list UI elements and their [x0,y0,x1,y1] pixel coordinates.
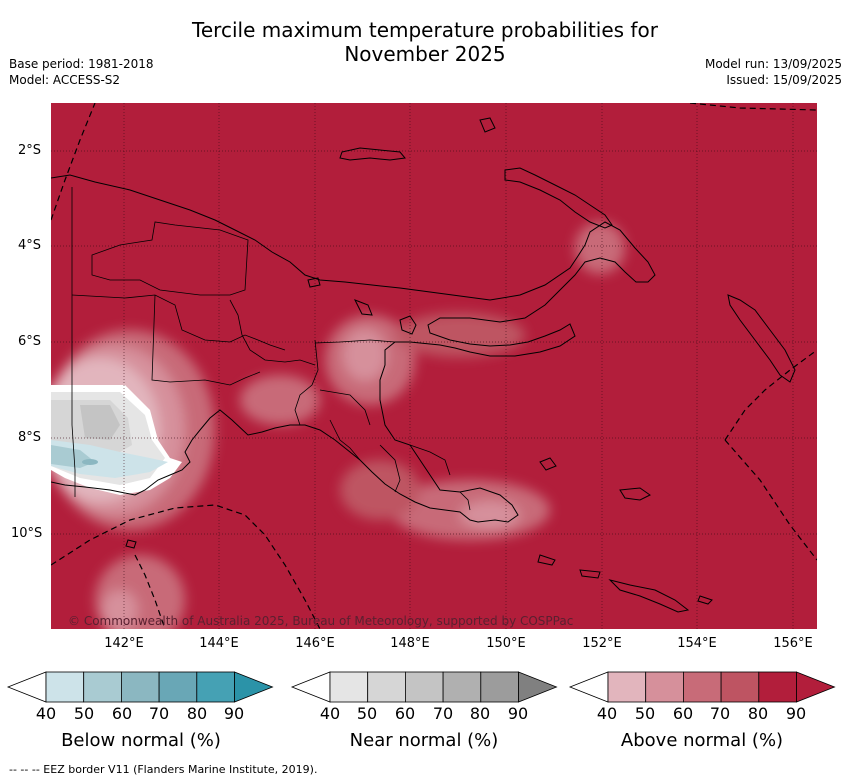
below-normal-label: Below normal (%) [61,730,221,751]
legend-tick: 90 [785,704,807,723]
colorbar-segment [404,671,444,703]
lon-label: 148°E [390,636,430,651]
legend-tick: 80 [469,704,491,723]
model-run: Model run: 13/09/2025 [704,57,842,71]
legend-tick: 80 [186,704,208,723]
legend-tick: 80 [747,704,769,723]
legend-tick: 90 [223,704,245,723]
colorbar-extend-low [568,671,609,703]
copyright-notice: © Commonwealth of Australia 2025, Bureau… [68,614,574,628]
colorbar-extend-low [6,671,47,703]
lon-label: 144°E [199,636,239,651]
colorbar-segment [480,671,519,703]
legend-tick: 60 [394,704,416,723]
base-period: Base period: 1981-2018 [9,57,154,71]
legend-tick: 70 [432,704,454,723]
legend-tick: 70 [148,704,170,723]
near-normal-label: Near normal (%) [349,730,499,751]
legend-tick: 50 [356,704,378,723]
legend-tick: 50 [634,704,656,723]
map-title-line1: Tercile maximum temperature probabilitie… [192,18,658,42]
eez-borders [51,103,817,629]
above-normal-label: Above normal (%) [620,730,784,751]
lon-label: 142°E [104,636,144,651]
lat-label: 8°S [18,430,42,445]
colorbar-extend-high [796,671,836,703]
meta-right: Model run: 13/09/2025 Issued: 15/09/2025 [705,56,842,88]
above-normal-colorbar [568,671,836,703]
eez-footnote: -- -- -- EEZ border V11 (Flanders Marine… [9,763,318,776]
lon-label: 152°E [582,636,622,651]
coastlines [51,117,796,613]
map-title: Tercile maximum temperature probabilitie… [0,18,850,66]
colorbar-segment [196,671,235,703]
legend-tick: 40 [596,704,618,723]
lon-label: 156°E [773,636,813,651]
meta-left: Base period: 1981-2018 Model: ACCESS-S2 [9,56,154,88]
colorbars [6,671,836,703]
lon-label: 150°E [486,636,526,651]
colorbar-segment [720,671,760,703]
colorbar-segment [758,671,797,703]
legend-tick: 50 [73,704,95,723]
near-normal-colorbar [290,671,558,703]
legend-tick: 40 [319,704,341,723]
colorbar-extend-high [234,671,274,703]
legend-tick: 40 [35,704,57,723]
below-normal-area [51,440,168,478]
colorbar-segment [645,671,684,703]
issued-date: Issued: 15/09/2025 [726,73,842,87]
colorbar-segment [158,671,198,703]
lat-label: 4°S [18,238,42,253]
legend-tick: 90 [507,704,529,723]
colorbar-segment [442,671,482,703]
province-borders [71,187,471,511]
lat-label: 10°S [11,526,43,541]
colorbar-segment [329,671,369,703]
colorbar-segment [367,671,406,703]
colorbar-segment [83,671,122,703]
legend-tick: 70 [709,704,731,723]
legend-tick: 60 [111,704,133,723]
colorbar-segment [683,671,722,703]
lat-label: 2°S [18,143,42,158]
lat-label: 6°S [18,334,42,349]
colorbar-segment [45,671,85,703]
model-name: Model: ACCESS-S2 [9,73,121,87]
colorbar-segment [607,671,647,703]
lon-label: 146°E [295,636,335,651]
below-normal-colorbar [6,671,274,703]
map-gridlines [51,103,817,629]
map-title-line2: November 2025 [344,42,506,66]
colorbar-segment [121,671,160,703]
colorbar-extend-high [518,671,558,703]
lon-label: 154°E [677,636,717,651]
legend-tick: 60 [672,704,694,723]
colorbar-extend-low [290,671,331,703]
